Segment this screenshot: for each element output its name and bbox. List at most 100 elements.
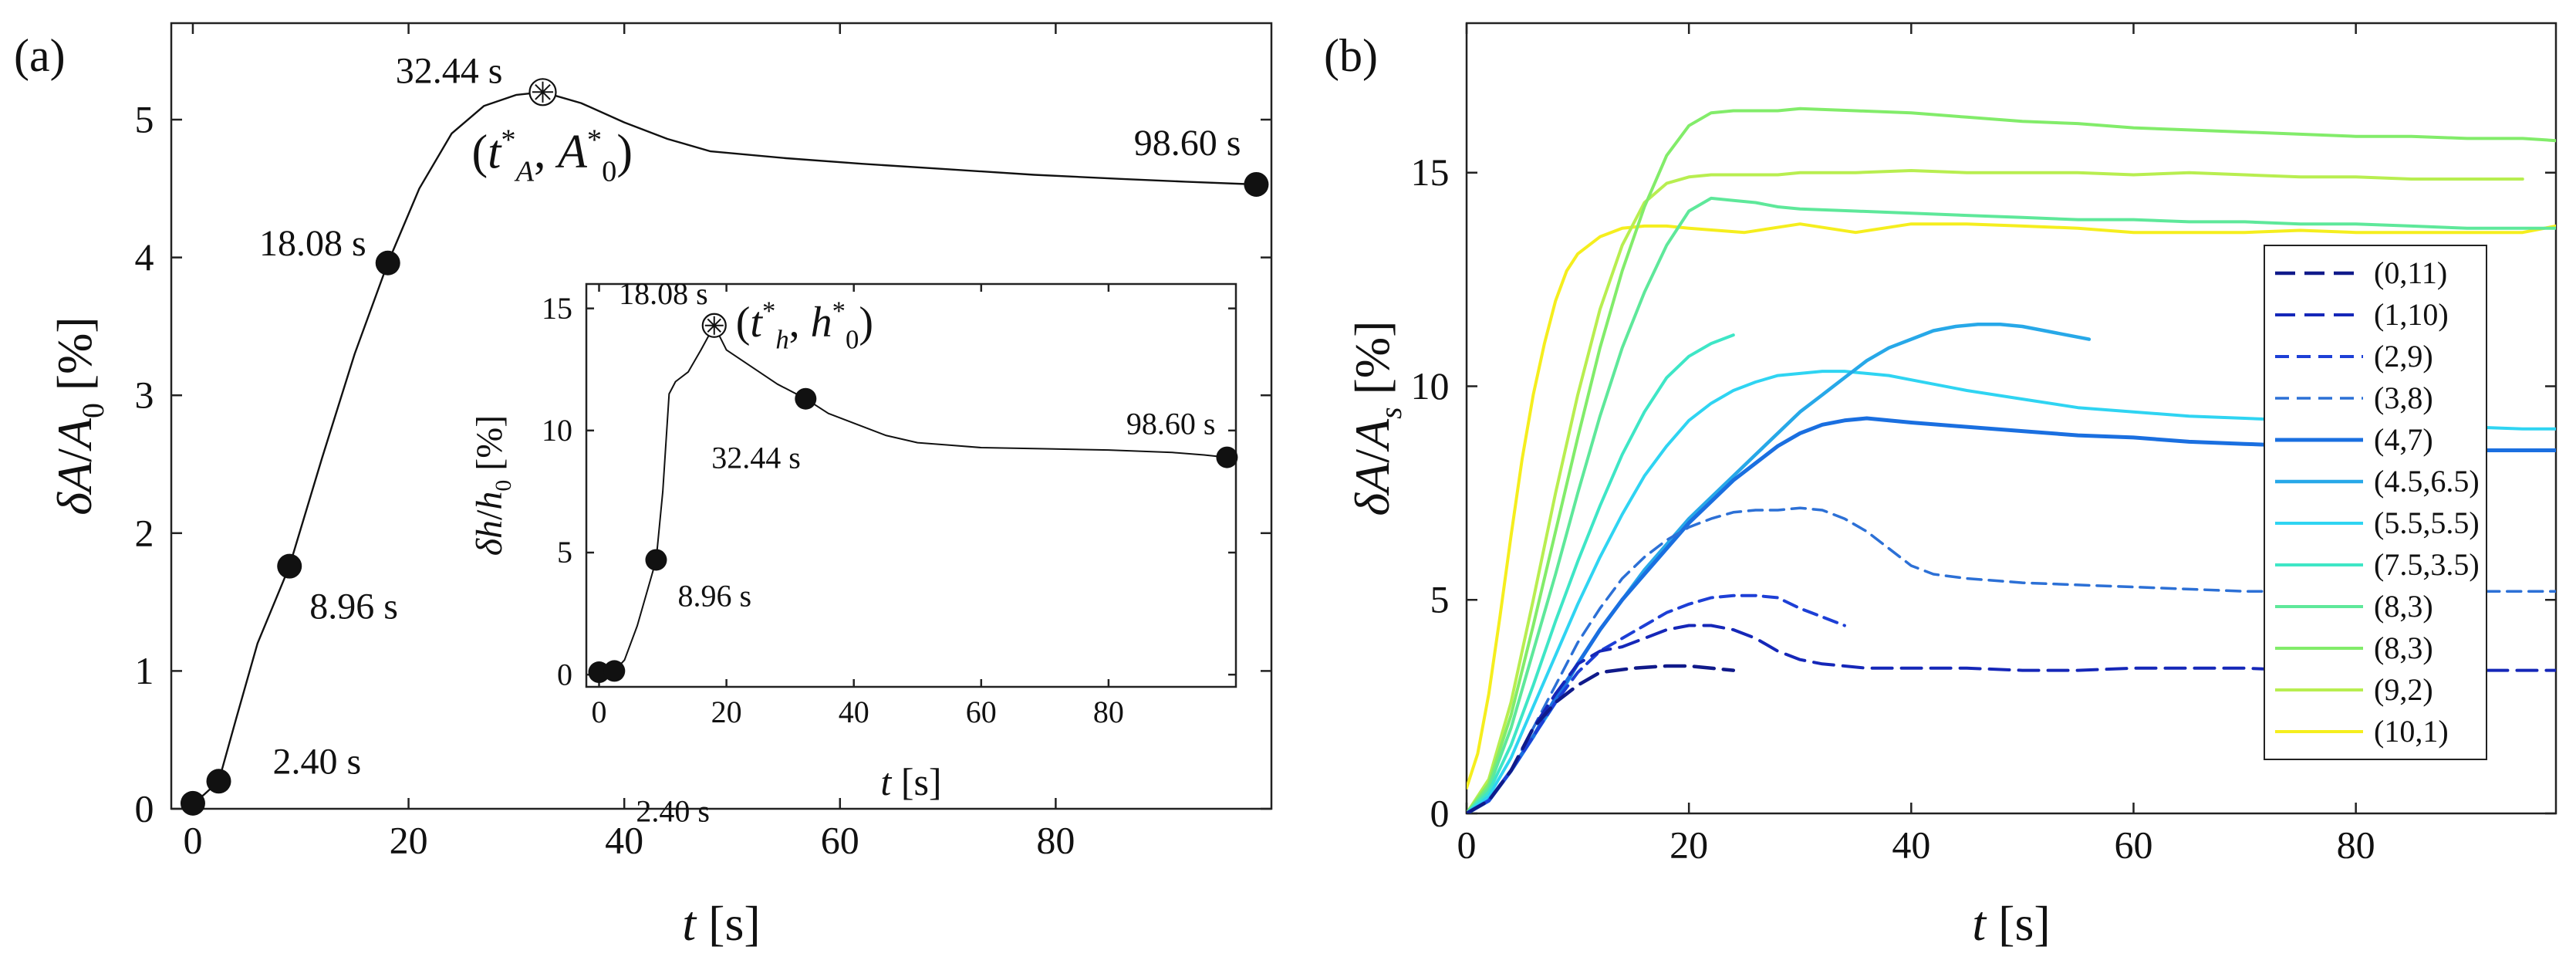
inset-data-marker [645, 549, 667, 571]
inset-data-marker [603, 660, 626, 682]
math-label-part: , [789, 299, 811, 347]
panel-b-legend-label: (10,1) [2374, 714, 2449, 749]
inset-x-tick-label: 0 [592, 695, 607, 729]
axis-label-part: δ [47, 492, 102, 516]
panel-b-series--0-11- [1467, 664, 1736, 813]
math-label-part: * [832, 296, 846, 326]
axis-label-part: [%] [1345, 320, 1399, 407]
math-label-part: * [501, 124, 515, 157]
panel-b-axes-frame [1465, 22, 2557, 815]
inset-marker-label: 8.96 s [677, 578, 751, 613]
panel-b-series--8-3- [1467, 196, 2556, 813]
panel-b-y-axis-label: δA/As [%] [1345, 320, 1408, 516]
math-label-part: h [811, 299, 832, 347]
panel-a-x-tick-label: 80 [1036, 819, 1075, 862]
panel-b-series--2-9- [1467, 593, 1846, 813]
panel-a-peak-marker [528, 78, 557, 107]
panel-a-y-tick-label: 1 [135, 649, 154, 692]
panel-a-y-tick-label: 5 [135, 98, 154, 141]
axis-label-part: t [1972, 896, 1987, 951]
panel-a-x-axis-label: t [s] [682, 896, 760, 951]
axis-label-part: t [682, 896, 697, 951]
panel-a-y-tick-label: 2 [135, 511, 154, 554]
panel-a-data-marker [375, 250, 400, 276]
inset-y-axis-label: δh/h0 [%] [469, 415, 516, 556]
axis-label-part: [%] [469, 415, 510, 480]
panel-b-x-tick-label: 0 [1457, 823, 1477, 867]
panel-b-y-tick-label: 10 [1411, 364, 1450, 407]
axis-label-part: / [1345, 449, 1399, 463]
panel-b-legend-label: (8,3) [2374, 631, 2433, 665]
panel-b-legend-label: (7.5,3.5) [2374, 547, 2480, 582]
math-label-part: ) [859, 299, 873, 347]
inset-series-line [598, 324, 1228, 673]
panel-b-y-tick-label: 0 [1430, 792, 1450, 835]
math-label-part: 0 [846, 324, 859, 354]
inset-y-tick-label: 5 [557, 535, 572, 570]
axis-label-part: δ [1345, 492, 1399, 516]
axis-label-part: [%] [47, 316, 102, 403]
panel-a-data-marker [1244, 171, 1269, 197]
panel-b-legend-label: (9,2) [2374, 672, 2433, 707]
panel-a-y-axis-label: δA/A0 [%] [47, 316, 110, 516]
panel-b-legend-label: (0,11) [2374, 255, 2447, 290]
panel-a-marker-label: 98.60 s [1134, 123, 1241, 164]
inset-y-tick-label: 0 [557, 657, 572, 691]
inset-marker-label: 32.44 s [711, 441, 801, 475]
panel-a-x-tick-label: 0 [183, 819, 202, 862]
panel-b-legend-label: (2,9) [2374, 339, 2433, 374]
panel-a-y-tick-label: 0 [135, 787, 154, 830]
panel-a-x-tick-label: 40 [605, 819, 643, 862]
panel-b-x-tick-label: 80 [2337, 823, 2375, 867]
panel-a-series-line [191, 91, 1258, 805]
panel-b-series--10-1- [1467, 222, 2556, 789]
panel-b-label: (b) [1324, 30, 1378, 81]
axis-label-part: A [47, 418, 102, 451]
inset-x-tick-label: 40 [839, 695, 869, 729]
inset-peak-marker [701, 313, 727, 338]
axis-label-part: / [47, 448, 102, 462]
panel-a-axes-frame [170, 22, 1273, 810]
inset-peak-label: (t*h, h*0) [736, 296, 873, 354]
panel-b-x-tick-label: 20 [1670, 823, 1708, 867]
panel-a-data-marker [206, 769, 231, 794]
axis-label-part: 0 [491, 480, 516, 492]
peak-marker-spoke [707, 318, 721, 333]
panel-a-peak-label: (t*A, A*0) [471, 124, 632, 188]
math-label-part: ) [616, 126, 633, 178]
axis-label-part: h [469, 520, 510, 539]
axis-label-part: t [880, 760, 892, 803]
panel-b-legend-box [2264, 245, 2487, 760]
math-label-part: * [587, 124, 602, 157]
math-label-part: 0 [602, 155, 616, 188]
panel-b-legend-label: (8,3) [2374, 589, 2433, 624]
inset-x-tick-label: 20 [711, 695, 742, 729]
panel-a-x-tick-label: 20 [390, 819, 428, 862]
axis-label-part: / [469, 509, 510, 520]
panel-a-marker-label: 8.96 s [309, 587, 398, 627]
axis-label-part: s [1374, 407, 1408, 418]
math-label-part: t [488, 126, 502, 178]
inset-background [586, 284, 1236, 687]
panel-b-x-tick-label: 60 [2114, 823, 2152, 867]
math-label-part: * [762, 296, 775, 326]
panel-b-legend-label: (4.5,6.5) [2374, 464, 2480, 499]
panel-a-data-marker [277, 553, 302, 579]
axis-label-part: A [1345, 462, 1399, 496]
panel-a-marker-label: 2.40 s [273, 741, 362, 782]
axis-label-part: [s] [1986, 896, 2051, 951]
axis-label-part: A [1345, 418, 1399, 452]
inset-x-tick-label: 80 [1093, 695, 1124, 729]
panel-a-label: (a) [14, 30, 66, 81]
panel-a-y-tick-label: 3 [135, 374, 154, 417]
panel-b-series--9-2- [1467, 169, 2524, 813]
panel-a-peak-time-label: 32.44 s [396, 50, 503, 91]
inset-data-marker [1216, 446, 1238, 468]
peak-marker-spoke [535, 83, 551, 100]
inset-axes-frame [585, 282, 1237, 688]
inset-x-axis-label: t [s] [880, 760, 941, 803]
inset-marker-label: 98.60 s [1126, 407, 1216, 441]
math-label-part: A [514, 156, 535, 188]
